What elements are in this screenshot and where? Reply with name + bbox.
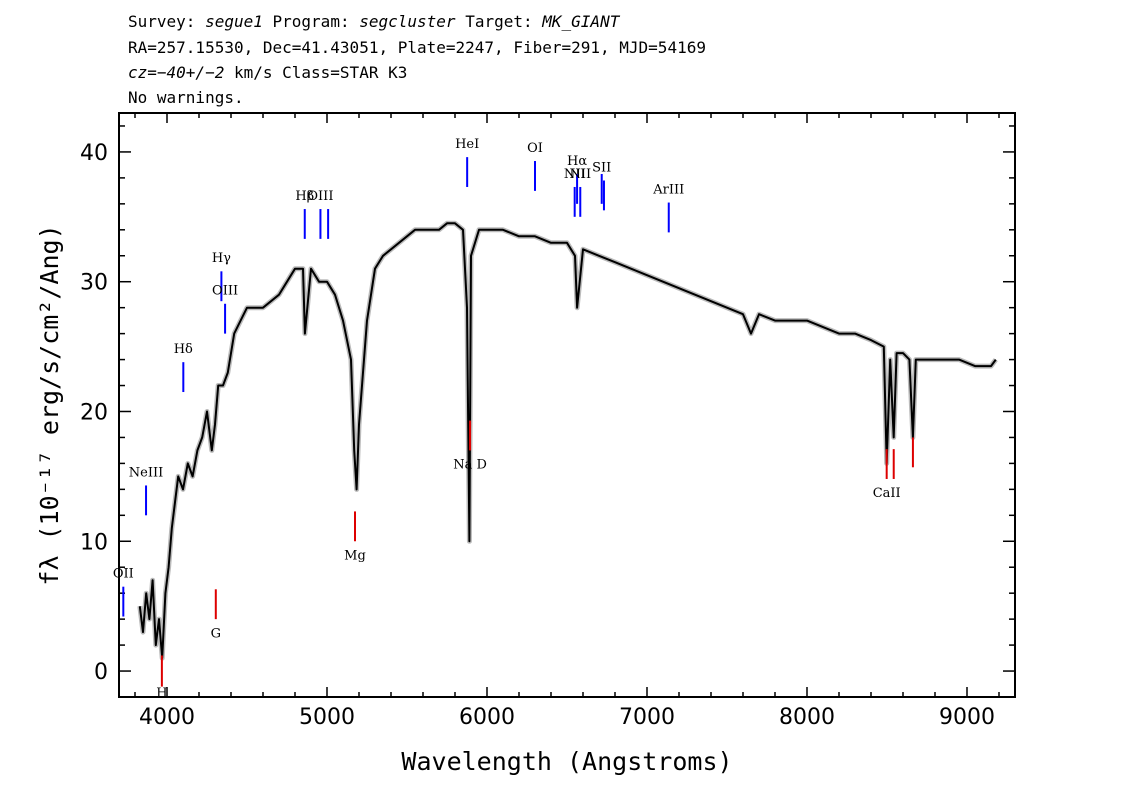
target-value: MK_GIANT xyxy=(542,12,620,31)
line-marker-label: G xyxy=(211,626,221,641)
header-line-1: Survey: segue1 Program: segcluster Targe… xyxy=(128,12,619,32)
y-tick-label: 10 xyxy=(80,530,108,555)
survey-label: Survey: xyxy=(128,12,196,31)
line-marker-label: Hβ xyxy=(295,189,314,204)
line-marker-label: CaII xyxy=(873,486,901,501)
y-tick-label: 30 xyxy=(80,271,108,296)
line-marker-label: H xyxy=(156,686,167,701)
y-tick-label: 20 xyxy=(80,400,108,425)
target-label: Target: xyxy=(465,12,533,31)
x-tick-label: 7000 xyxy=(619,705,675,730)
line-marker-label: Mg xyxy=(344,548,366,563)
axis-ticks xyxy=(119,113,1015,698)
line-marker-label: Hδ xyxy=(174,342,193,357)
program-label: Program: xyxy=(272,12,350,31)
tick-labels: 4000 5000 6000 7000 8000 9000 0 10 20 30 40 xyxy=(80,141,995,730)
line-marker-label: NII xyxy=(569,167,591,182)
redshift-value: cz=−40+/−2 xyxy=(128,63,225,82)
error-band xyxy=(137,220,998,661)
header-line-2: RA=257.15530, Dec=41.43051, Plate=2247, … xyxy=(128,38,706,57)
program-value: segcluster xyxy=(359,12,456,31)
header-line-4: No warnings. xyxy=(128,88,244,107)
line-marker-label: OIII xyxy=(307,189,333,204)
y-tick-label: 0 xyxy=(94,660,108,685)
line-marker-label: OI xyxy=(527,141,543,156)
survey-value: segue1 xyxy=(205,12,263,31)
class-value: km/s Class=STAR K3 xyxy=(224,63,408,82)
line-marker-label: Na D xyxy=(453,458,487,473)
line-marker-label: OII xyxy=(113,567,134,582)
line-marker-label: Hα xyxy=(567,154,587,169)
line-marker-label: Hγ xyxy=(212,251,231,266)
flux-series-line xyxy=(138,222,997,660)
y-tick-label: 40 xyxy=(80,141,108,166)
line-marker-label: ArIII xyxy=(652,182,684,197)
x-axis-title: Wavelength (Angstroms) xyxy=(401,747,732,776)
line-marker-label: SII xyxy=(592,160,611,175)
plot-frame xyxy=(118,112,1016,698)
line-marker-label: OIII xyxy=(212,284,238,299)
line-marker-label: NII xyxy=(564,167,586,182)
line-marker-label: HeI xyxy=(455,137,479,152)
line-marker-label: NeIII xyxy=(129,465,163,480)
x-tick-label: 6000 xyxy=(459,705,515,730)
x-tick-label: 5000 xyxy=(299,705,355,730)
header-line-3: cz=−40+/−2 km/s Class=STAR K3 xyxy=(128,63,407,83)
x-tick-label: 9000 xyxy=(939,705,995,730)
y-axis-title: fλ (10⁻¹⁷ erg/s/cm²/Ang) xyxy=(35,224,64,585)
x-tick-label: 8000 xyxy=(779,705,835,730)
x-tick-label: 4000 xyxy=(139,705,195,730)
